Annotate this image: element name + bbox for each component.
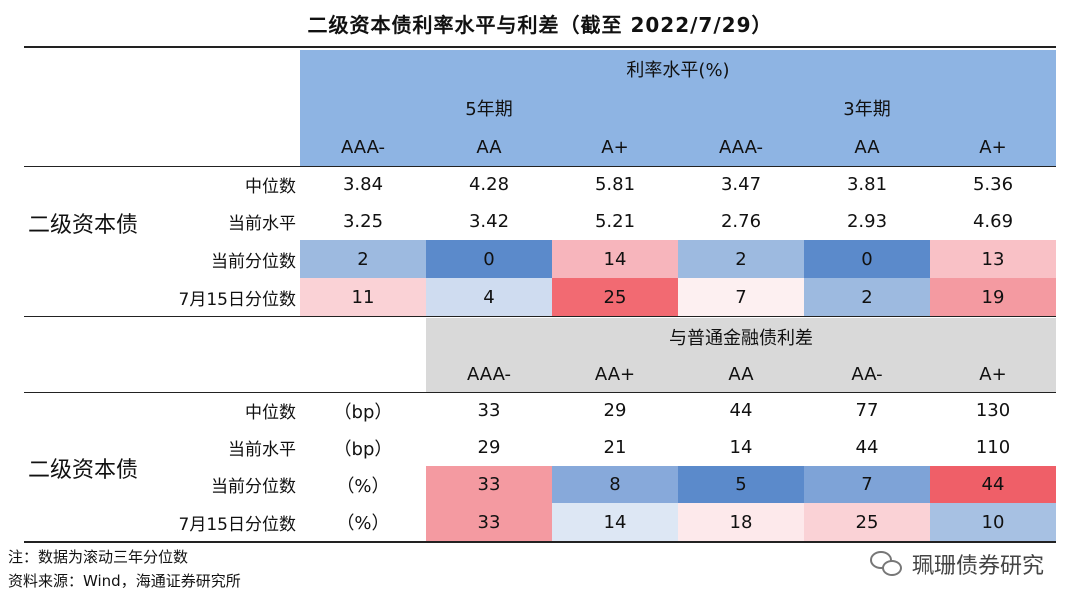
rating-header: AA — [804, 128, 930, 166]
table-row: 7月15日分位数 （%） 33 14 18 25 10 — [24, 503, 1056, 541]
row-label: 中位数 — [245, 403, 296, 423]
watermark-text: 珮珊债券研究 — [911, 554, 1044, 579]
row-label: 当前水平 — [228, 440, 296, 460]
value-cell: 14 — [552, 503, 678, 541]
table-row: 当前分位数 （%） 33 8 5 7 44 — [24, 466, 1056, 503]
divider — [24, 166, 1056, 167]
rating-header: AA — [426, 128, 552, 166]
watermark: 珮珊债券研究 — [869, 548, 1044, 580]
table-row: 当前分位数 2 0 14 2 0 13 — [24, 240, 1056, 278]
value-cell: 5 — [678, 466, 804, 503]
value-cell: 0 — [804, 240, 930, 278]
value-cell: 4.28 — [468, 174, 510, 195]
value-cell: 19 — [930, 278, 1056, 316]
value-cell: 29 — [477, 437, 501, 458]
rating-row-2: AAA- AA+ AA AA- A+ — [24, 356, 1056, 392]
value-cell: 7 — [804, 466, 930, 503]
value-cell: 3.25 — [342, 211, 384, 232]
value-cell: 8 — [552, 466, 678, 503]
value-cell: 33 — [426, 466, 552, 503]
group-label-rate: 二级资本债 — [28, 213, 139, 238]
value-cell: 2 — [300, 240, 426, 278]
table-title: 二级资本债利率水平与利差（截至 2022/7/29） — [24, 0, 1056, 48]
value-cell: 2.93 — [846, 211, 888, 232]
value-cell: 5.81 — [594, 174, 636, 195]
value-cell: 3.47 — [720, 174, 762, 195]
value-cell: 5.36 — [972, 174, 1014, 195]
row-label: 中位数 — [245, 177, 296, 197]
rating-header: AAA- — [678, 128, 804, 166]
value-cell: 3.81 — [846, 174, 888, 195]
wechat-icon — [869, 549, 904, 579]
value-cell: 33 — [426, 503, 552, 541]
rating-header: A+ — [930, 356, 1056, 392]
term-3y: 3年期 — [678, 88, 1056, 128]
value-cell: 3.42 — [468, 211, 510, 232]
value-cell: 44 — [855, 437, 879, 458]
value-cell: 0 — [426, 240, 552, 278]
value-cell: 3.84 — [342, 174, 384, 195]
term-5y: 5年期 — [300, 88, 678, 128]
unit-cell: （bp） — [333, 401, 393, 423]
note-line: 注：数据为滚动三年分位数 — [8, 548, 189, 566]
rating-header: AAA- — [426, 356, 552, 392]
value-cell: 29 — [603, 400, 627, 421]
row-label: 7月15日分位数 — [178, 289, 296, 310]
value-cell: 4 — [426, 278, 552, 316]
rating-header: AAA- — [300, 128, 426, 166]
value-cell: 4.69 — [972, 211, 1014, 232]
value-cell: 13 — [930, 240, 1056, 278]
value-cell: 130 — [975, 400, 1011, 421]
rate-level-header: 利率水平(%) — [300, 50, 1056, 88]
unit-cell: （%） — [336, 475, 390, 497]
value-cell: 5.21 — [594, 211, 636, 232]
table-row: 中位数 3.84 4.28 5.81 3.47 3.81 5.36 — [24, 166, 1056, 203]
value-cell: 18 — [678, 503, 804, 541]
value-cell: 44 — [729, 400, 753, 421]
table-row: 中位数 （bp） 33 29 44 77 130 — [24, 392, 1056, 429]
value-cell: 2 — [678, 240, 804, 278]
value-cell: 2.76 — [720, 211, 762, 232]
source-line: 资料来源：Wind，海通证券研究所 — [8, 572, 241, 590]
bottom-divider — [24, 541, 1056, 543]
divider — [24, 316, 1056, 317]
divider — [24, 392, 1056, 393]
rating-header: AA — [678, 356, 804, 392]
rating-header: AA+ — [552, 356, 678, 392]
term-row: 5年期 3年期 — [24, 88, 1056, 128]
row-label: 7月15日分位数 — [178, 514, 296, 535]
value-cell: 44 — [930, 466, 1056, 503]
value-cell: 14 — [729, 437, 753, 458]
table-row: 当前水平 3.25 3.42 5.21 2.76 2.93 4.69 — [24, 203, 1056, 240]
value-cell: 7 — [678, 278, 804, 316]
value-cell: 11 — [300, 278, 426, 316]
value-cell: 110 — [975, 437, 1011, 458]
spread-header: 与普通金融债利差 — [426, 318, 1056, 356]
value-cell: 10 — [930, 503, 1056, 541]
value-cell: 25 — [804, 503, 930, 541]
value-cell: 14 — [552, 240, 678, 278]
unit-cell: （%） — [336, 513, 390, 534]
rate-header-row: 利率水平(%) — [24, 50, 1056, 88]
value-cell: 77 — [855, 400, 879, 421]
row-label: 当前分位数 — [211, 477, 296, 497]
value-cell: 2 — [804, 278, 930, 316]
spread-header-row: 与普通金融债利差 — [24, 318, 1056, 356]
row-label: 当前分位数 — [211, 251, 296, 272]
table-row: 当前水平 （bp） 29 21 14 44 110 — [24, 429, 1056, 466]
group-label-spread: 二级资本债 — [28, 458, 139, 483]
value-cell: 21 — [603, 437, 627, 458]
row-label: 当前水平 — [228, 214, 296, 234]
table-row: 7月15日分位数 11 4 25 7 2 19 — [24, 278, 1056, 316]
unit-cell: （bp） — [333, 438, 393, 460]
value-cell: 25 — [552, 278, 678, 316]
value-cell: 33 — [477, 400, 501, 421]
rating-row-1: AAA- AA A+ AAA- AA A+ — [24, 128, 1056, 166]
rating-header: A+ — [552, 128, 678, 166]
rating-header: A+ — [930, 128, 1056, 166]
rating-header: AA- — [804, 356, 930, 392]
